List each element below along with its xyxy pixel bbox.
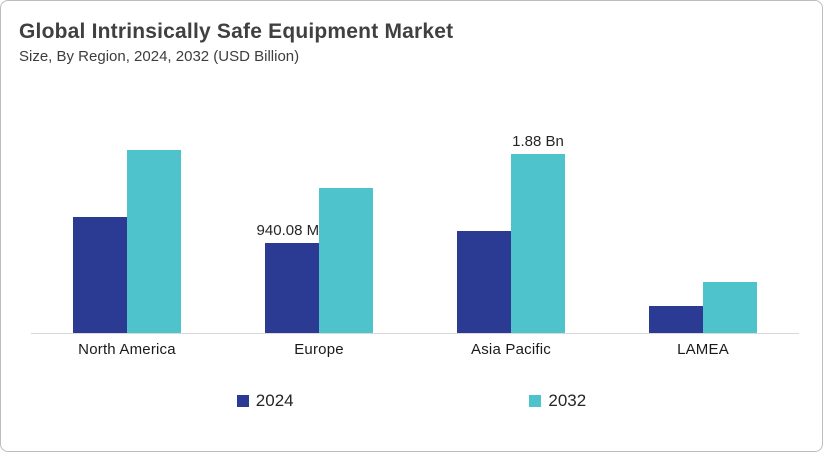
bar-2032-north-america xyxy=(127,150,181,333)
legend-label-2032: 2032 xyxy=(548,391,587,410)
legend: 2024 2032 xyxy=(1,391,822,411)
bar-value-label: 1.88 Bn xyxy=(512,133,564,150)
category-label-north-america: North America xyxy=(78,341,176,358)
bar-value-label: 940.08 Mn xyxy=(256,222,328,239)
bar-group-lamea xyxy=(649,282,757,333)
legend-item-2024: 2024 xyxy=(236,391,294,411)
category-label-asia-pacific: Asia Pacific xyxy=(471,341,551,358)
bar-2024-lamea xyxy=(649,306,703,333)
chart-header: Global Intrinsically Safe Equipment Mark… xyxy=(1,1,822,67)
x-axis-labels: North America Europe Asia Pacific LAMEA xyxy=(31,341,799,358)
bar-2032-europe xyxy=(319,188,373,333)
chart-subtitle: Size, By Region, 2024, 2032 (USD Billion… xyxy=(19,48,300,65)
bar-group-europe: 940.08 Mn xyxy=(257,188,373,333)
plot-area: 940.08 Mn 1.88 Bn North America Europe Asia… xyxy=(31,133,799,358)
bar-group-north-america xyxy=(73,150,181,333)
bar-group-asia-pacific: 1.88 Bn xyxy=(457,133,565,333)
bar-2024-asia-pacific xyxy=(457,231,511,333)
legend-label-2024: 2024 xyxy=(255,391,294,410)
bar-2032-asia-pacific: 1.88 Bn xyxy=(511,133,565,333)
legend-swatch-2024 xyxy=(236,395,249,407)
bar-2024-europe: 940.08 Mn xyxy=(257,222,327,333)
chart-title: Global Intrinsically Safe Equipment Mark… xyxy=(19,20,454,43)
category-label-europe: Europe xyxy=(294,341,344,358)
legend-swatch-2032 xyxy=(529,395,542,407)
bar-2032-lamea xyxy=(703,282,757,333)
bar-2024-north-america xyxy=(73,217,127,333)
bars-row: 940.08 Mn 1.88 Bn xyxy=(31,133,799,334)
legend-item-2032: 2032 xyxy=(529,391,586,411)
category-label-lamea: LAMEA xyxy=(677,341,729,358)
